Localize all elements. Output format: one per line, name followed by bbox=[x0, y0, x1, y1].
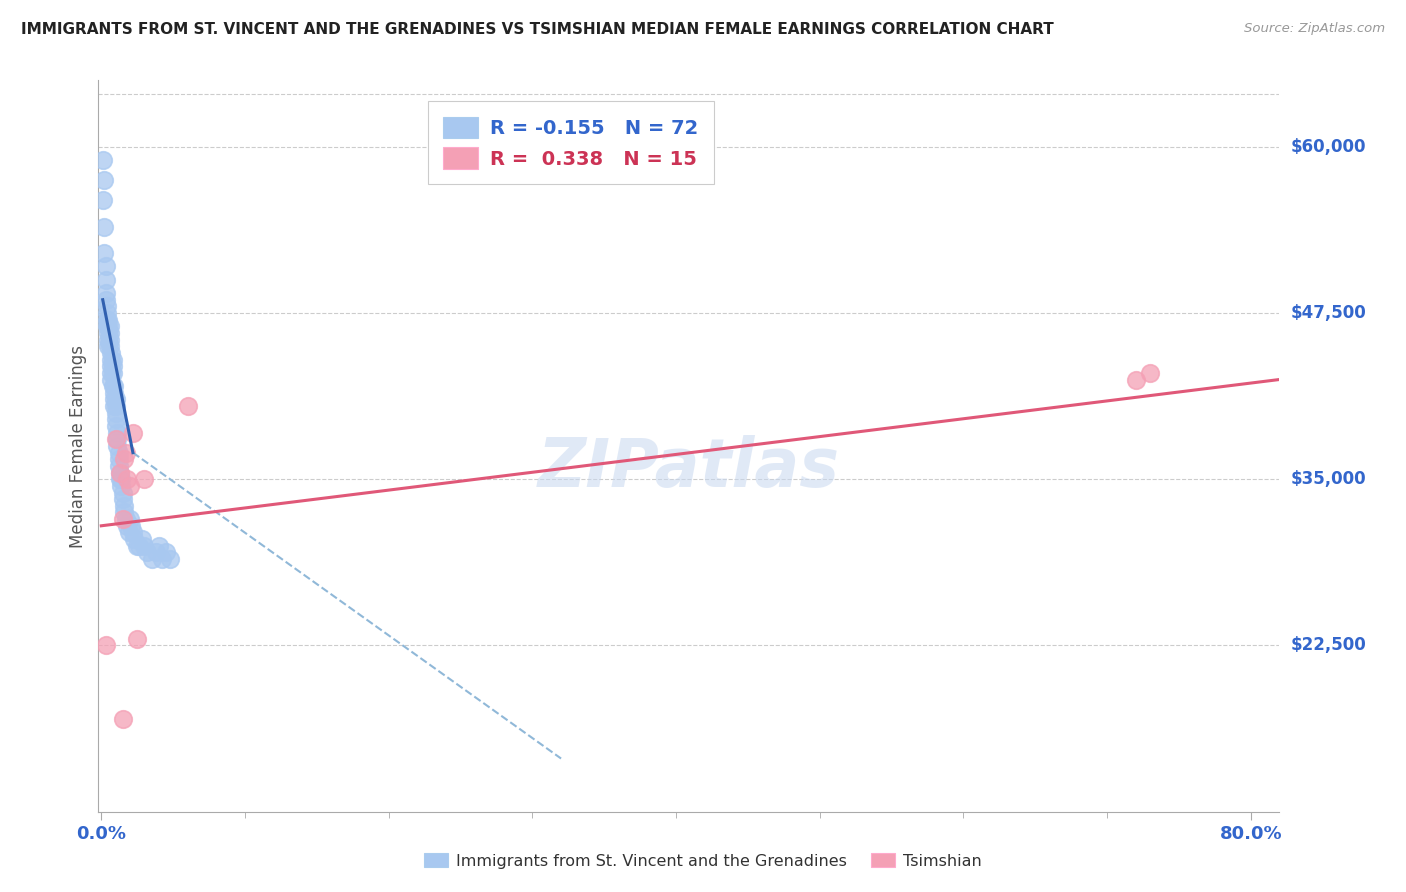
Point bbox=[103, 385, 125, 400]
Point bbox=[91, 193, 114, 207]
Text: $22,500: $22,500 bbox=[1291, 637, 1367, 655]
Point bbox=[108, 466, 131, 480]
Point bbox=[112, 452, 135, 467]
Point bbox=[110, 472, 132, 486]
Text: $60,000: $60,000 bbox=[1291, 137, 1367, 156]
Point bbox=[104, 412, 127, 426]
Point bbox=[111, 712, 134, 726]
Point bbox=[96, 319, 118, 334]
Point bbox=[134, 539, 156, 553]
Point bbox=[100, 372, 122, 386]
Point bbox=[97, 333, 120, 347]
Point bbox=[108, 466, 131, 480]
Point bbox=[103, 392, 125, 407]
Point bbox=[104, 399, 127, 413]
Point bbox=[141, 552, 163, 566]
Point bbox=[100, 366, 122, 380]
Point bbox=[115, 518, 138, 533]
Point bbox=[110, 479, 132, 493]
Point bbox=[176, 399, 198, 413]
Point bbox=[100, 346, 122, 360]
Point bbox=[148, 539, 170, 553]
Point bbox=[108, 472, 131, 486]
Point bbox=[101, 359, 124, 374]
Point bbox=[112, 499, 135, 513]
Point bbox=[97, 326, 120, 340]
Point bbox=[111, 485, 134, 500]
Point bbox=[159, 552, 181, 566]
Point bbox=[98, 339, 121, 353]
Text: $47,500: $47,500 bbox=[1291, 304, 1367, 322]
Point bbox=[98, 333, 121, 347]
Point bbox=[127, 539, 149, 553]
Point bbox=[111, 492, 134, 507]
Point bbox=[122, 525, 145, 540]
Point bbox=[155, 545, 177, 559]
Point bbox=[93, 219, 115, 234]
Point bbox=[98, 326, 121, 340]
Point bbox=[107, 445, 129, 459]
Point bbox=[93, 173, 115, 187]
Point bbox=[145, 545, 167, 559]
Text: $35,000: $35,000 bbox=[1291, 470, 1367, 488]
Point bbox=[100, 359, 122, 374]
Point bbox=[118, 512, 141, 526]
Point bbox=[104, 406, 127, 420]
Point bbox=[103, 379, 125, 393]
Point bbox=[122, 425, 145, 440]
Point bbox=[97, 312, 120, 326]
Point bbox=[96, 306, 118, 320]
Point bbox=[101, 352, 124, 367]
Point bbox=[117, 525, 139, 540]
Point bbox=[101, 379, 124, 393]
Point bbox=[96, 312, 118, 326]
Point bbox=[94, 286, 117, 301]
Point bbox=[131, 532, 153, 546]
Text: Source: ZipAtlas.com: Source: ZipAtlas.com bbox=[1244, 22, 1385, 36]
Point bbox=[97, 339, 120, 353]
Point bbox=[150, 552, 173, 566]
Point bbox=[1125, 372, 1147, 386]
Point bbox=[103, 399, 125, 413]
Point bbox=[96, 299, 118, 313]
Point bbox=[115, 472, 138, 486]
Point bbox=[104, 419, 127, 434]
Point bbox=[128, 539, 150, 553]
Point bbox=[112, 506, 135, 520]
Point bbox=[121, 518, 143, 533]
Text: ZIPatlas: ZIPatlas bbox=[538, 435, 839, 501]
Text: IMMIGRANTS FROM ST. VINCENT AND THE GRENADINES VS TSIMSHIAN MEDIAN FEMALE EARNIN: IMMIGRANTS FROM ST. VINCENT AND THE GREN… bbox=[21, 22, 1054, 37]
Point bbox=[94, 273, 117, 287]
Point bbox=[105, 425, 128, 440]
Point bbox=[114, 445, 136, 459]
Point bbox=[94, 639, 117, 653]
Point bbox=[97, 319, 120, 334]
Point bbox=[105, 439, 128, 453]
Point bbox=[104, 392, 127, 407]
Point bbox=[111, 512, 134, 526]
Point bbox=[94, 293, 117, 307]
Point bbox=[114, 512, 136, 526]
Point bbox=[107, 452, 129, 467]
Point bbox=[100, 352, 122, 367]
Point bbox=[105, 433, 128, 447]
Point bbox=[124, 532, 146, 546]
Point bbox=[98, 319, 121, 334]
Legend: R = -0.155   N = 72, R =  0.338   N = 15: R = -0.155 N = 72, R = 0.338 N = 15 bbox=[427, 101, 714, 184]
Y-axis label: Median Female Earnings: Median Female Earnings bbox=[69, 344, 87, 548]
Point bbox=[94, 260, 117, 274]
Legend: Immigrants from St. Vincent and the Grenadines, Tsimshian: Immigrants from St. Vincent and the Gren… bbox=[418, 847, 988, 875]
Point bbox=[136, 545, 159, 559]
Point bbox=[134, 472, 156, 486]
Point bbox=[101, 366, 124, 380]
Point bbox=[118, 479, 141, 493]
Point bbox=[107, 458, 129, 473]
Point bbox=[91, 153, 114, 167]
Point bbox=[1139, 366, 1161, 380]
Point bbox=[127, 632, 149, 646]
Point bbox=[104, 433, 127, 447]
Point bbox=[93, 246, 115, 260]
